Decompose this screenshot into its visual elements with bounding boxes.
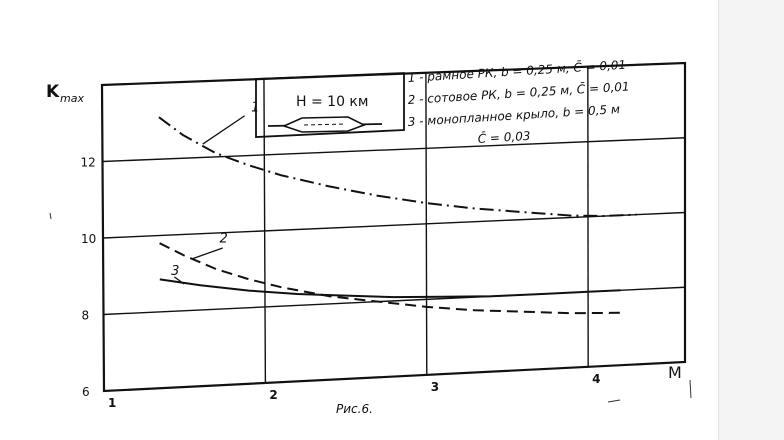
y-tick-label: 6: [82, 385, 90, 399]
plot-frame: [100, 61, 687, 393]
scan-marks: [49, 212, 692, 403]
x-axis-label: M: [668, 363, 682, 382]
inset-frame: [255, 72, 405, 138]
series-label-2: 2: [219, 231, 227, 246]
series-line-1: [158, 116, 637, 217]
series-leader-1: [202, 115, 246, 145]
figure-caption: Рис.6.: [336, 402, 373, 416]
curves: 1 2 3: [158, 101, 637, 315]
inset-label: H = 10 км: [296, 94, 368, 110]
y-axis-label: K: [46, 82, 60, 102]
x-tick-label: 3: [431, 380, 439, 394]
x-tick-label: 2: [269, 388, 277, 402]
y-tick-label: 8: [82, 309, 90, 323]
series-leader-2: [191, 247, 223, 260]
y-axis-label-subscript: max: [60, 92, 84, 105]
page-edge: [718, 0, 784, 440]
series-line-3: [159, 278, 621, 299]
series-line-2: [159, 242, 621, 315]
y-tick-label: 10: [81, 232, 96, 246]
gridline-horizontal: [102, 211, 686, 239]
inset-box: H = 10 км: [255, 72, 405, 138]
series-label-3: 3: [171, 264, 179, 279]
x-tick-label: 4: [592, 372, 600, 386]
legend-entry-4: C̄ = 0,03: [477, 129, 531, 146]
wing-profile-icon: [267, 116, 383, 133]
y-tick-label: 12: [81, 156, 96, 170]
series-label-1: 1: [251, 101, 259, 116]
series-leader-3: [173, 276, 185, 285]
gridline-horizontal: [102, 137, 686, 163]
legend: 1 - рамное РК, b = 0,25 м, C̄ = 0,01 2 -…: [407, 57, 630, 146]
x-tick-label: 1: [108, 396, 116, 410]
